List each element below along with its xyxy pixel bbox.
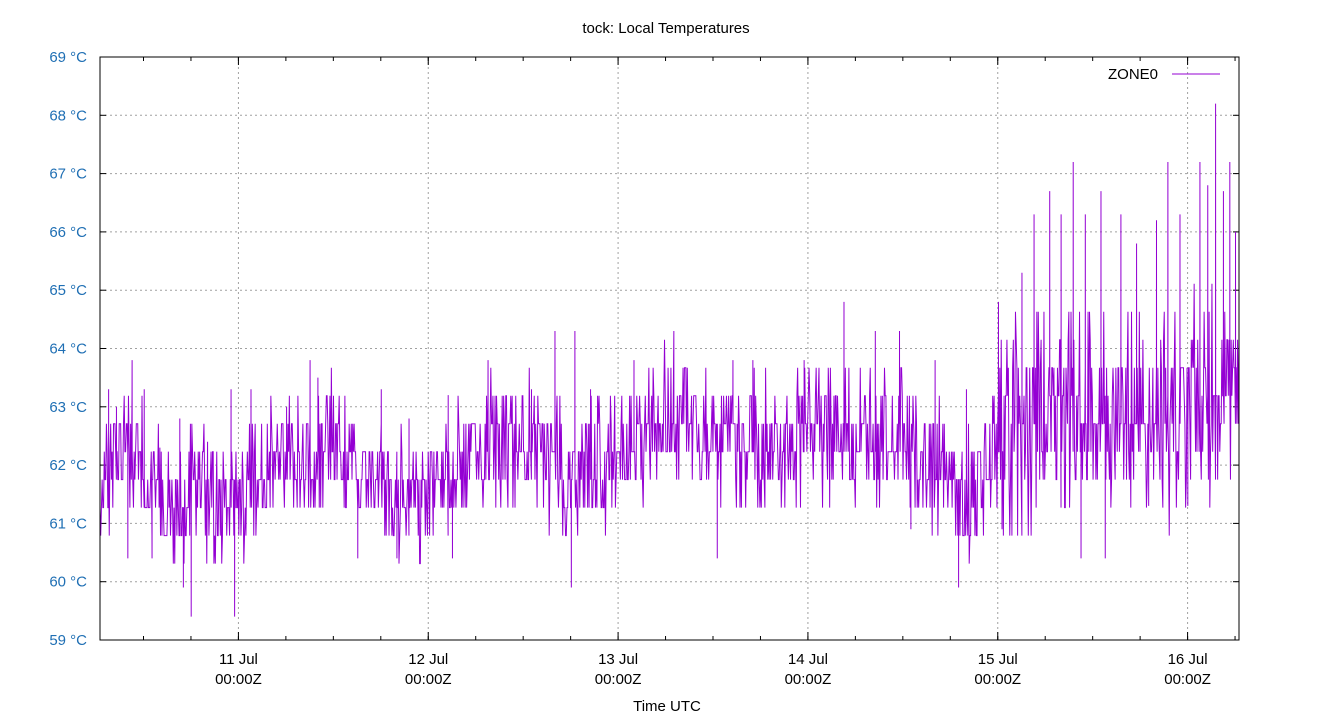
series-line-zone0 [99,103,1240,617]
y-tick-label: 67 °C [49,166,87,183]
x-tick-label-time: 00:00Z [405,671,452,688]
x-tick-label-date: 11 Jul [219,651,258,668]
grid [100,57,1239,640]
y-tick-label: 66 °C [49,224,87,241]
legend: ZONE0 [1108,66,1220,83]
y-tick-label: 68 °C [49,107,87,124]
plot-frame [99,56,1240,641]
x-axis-label: Time UTC [633,698,701,715]
chart-title: tock: Local Temperatures [582,20,749,37]
legend-label-zone0: ZONE0 [1108,66,1158,83]
y-tick-label: 64 °C [49,341,87,358]
x-tick-label-time: 00:00Z [785,671,832,688]
y-tick-label: 62 °C [49,457,87,474]
x-tick-label-date: 16 Jul [1168,651,1208,668]
y-tick-label: 60 °C [49,574,87,591]
x-tick-label-date: 13 Jul [598,651,638,668]
y-axis-ticks: 59 °C 60 °C 61 °C 62 °C 63 °C 64 °C 65 °C 66 °C… [49,49,1239,649]
x-tick-label-time: 00:00Z [974,671,1021,688]
y-tick-label: 69 °C [49,49,87,66]
y-tick-label: 65 °C [49,282,87,299]
y-tick-label: 59 °C [49,632,87,649]
x-tick-label-date: 15 Jul [978,651,1018,668]
y-tick-label: 61 °C [49,515,87,532]
x-tick-label-date: 12 Jul [408,651,448,668]
x-tick-label-time: 00:00Z [595,671,642,688]
x-tick-label-date: 14 Jul [788,651,828,668]
x-axis-ticks: 11 Jul 00:00Z 12 Jul 00:00Z 13 Jul 00:00Z 14 J… [143,57,1236,688]
y-tick-label: 63 °C [49,399,87,416]
x-tick-label-time: 00:00Z [215,671,262,688]
series-lines [99,103,1240,617]
x-tick-label-time: 00:00Z [1164,671,1211,688]
